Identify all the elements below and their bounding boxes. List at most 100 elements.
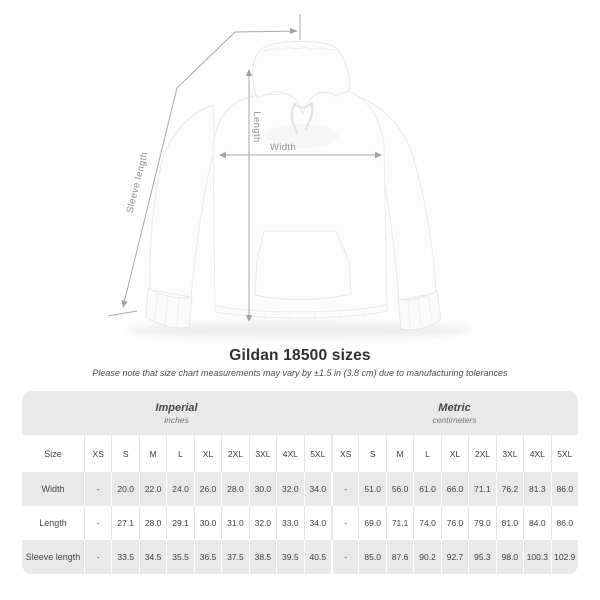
tolerance-note: Please note that size chart measurements… xyxy=(92,368,508,378)
metric-unit-label: centimeters xyxy=(432,414,477,425)
size-cell: 29.1 xyxy=(166,506,194,540)
arrow-right-icon xyxy=(290,28,298,34)
size-cell: 3XL xyxy=(248,435,277,472)
size-cell: 61.0 xyxy=(413,472,441,506)
size-cell: 69.0 xyxy=(358,506,386,540)
size-cell: 36.5 xyxy=(193,540,222,574)
right-sleeve xyxy=(350,93,437,301)
size-cell: 34.0 xyxy=(303,506,331,540)
size-cell: 102.9 xyxy=(550,540,578,574)
size-cell: 28.0 xyxy=(138,506,167,540)
kangaroo-pocket xyxy=(254,230,352,300)
size-cell: 22.0 xyxy=(138,472,167,506)
metric-label: Metric xyxy=(438,401,471,414)
size-cell: 79.0 xyxy=(468,506,496,540)
size-cell: 100.3 xyxy=(523,540,551,574)
size-col-header: Size xyxy=(22,435,84,472)
size-cell: 85.0 xyxy=(358,540,386,574)
size-cell: 38.5 xyxy=(248,540,277,574)
size-cell: 34.5 xyxy=(138,540,167,574)
size-cell: 31.0 xyxy=(221,506,249,540)
imperial-label: Imperial xyxy=(155,401,198,414)
unit-header-row: Imperial inches Metric centimeters xyxy=(22,391,578,435)
size-cell: 2XL xyxy=(221,435,249,472)
size-cell: XS xyxy=(84,435,112,472)
left-sleeve xyxy=(149,104,216,298)
size-cell: 74.0 xyxy=(413,506,441,540)
metric-header: Metric centimeters xyxy=(331,391,578,435)
left-cuff-ribbing xyxy=(153,291,180,328)
right-cuff-ribbing xyxy=(407,293,433,329)
arrow-left-icon xyxy=(219,151,226,159)
arrow-down-left-icon xyxy=(121,300,128,308)
size-cell: 34.0 xyxy=(303,472,331,506)
size-cell: 26.0 xyxy=(193,472,222,506)
product-photo: Width Length Sleeve length xyxy=(107,14,470,338)
size-cell: - xyxy=(331,472,359,506)
size-cell: 33.0 xyxy=(276,506,304,540)
row-label: Sleeve length xyxy=(22,540,84,574)
hem-seam xyxy=(215,304,387,313)
arrow-down-icon xyxy=(245,315,253,322)
size-cell: 90.2 xyxy=(413,540,441,574)
arrow-up-icon xyxy=(245,69,253,76)
drawstring-right xyxy=(305,101,314,128)
size-cell: 32.0 xyxy=(248,506,277,540)
length-label: Length xyxy=(251,111,262,142)
size-cell: XS xyxy=(331,435,359,472)
size-cell: 39.5 xyxy=(276,540,304,574)
size-cell: M xyxy=(138,435,167,472)
size-cell: 2XL xyxy=(468,435,496,472)
size-cell: 5XL xyxy=(303,435,331,472)
size-cell: XL xyxy=(440,435,469,472)
size-cell: 86.0 xyxy=(550,506,578,540)
size-cell: 95.3 xyxy=(468,540,496,574)
page-title: Gildan 18500 sizes xyxy=(229,347,371,364)
size-cell: 71.1 xyxy=(468,472,496,506)
imperial-unit-label: inches xyxy=(164,414,189,425)
chest-shading xyxy=(266,124,338,148)
size-cell: S xyxy=(111,435,139,472)
width-label: Width xyxy=(270,142,296,153)
title-block: Gildan 18500 sizes Please note that size… xyxy=(0,347,600,378)
hem-ribbing xyxy=(239,309,366,320)
size-cell: 3XL xyxy=(495,435,524,472)
hoodie-shadow xyxy=(126,322,470,338)
sleeve-length-label: Sleeve length xyxy=(125,151,151,215)
size-cell: - xyxy=(84,472,112,506)
cuff-reference-tick xyxy=(107,310,138,317)
size-cell: 71.1 xyxy=(385,506,414,540)
size-cell: L xyxy=(413,435,441,472)
dimension-arrowheads xyxy=(121,28,382,322)
size-cell: - xyxy=(331,506,359,540)
size-cell: 51.0 xyxy=(358,472,386,506)
row-label: Width xyxy=(22,472,84,506)
drawstring-aglet-left xyxy=(295,131,299,135)
size-table-body: Size XS S M L XL 2XL 3XL 4XL 5XL XS S M L XL 2XL 3XL 4XL 5… xyxy=(22,435,578,574)
size-cell: 66.0 xyxy=(440,472,469,506)
dimension-lines xyxy=(107,14,380,320)
imperial-header: Imperial inches xyxy=(22,391,331,435)
size-cell: XL xyxy=(193,435,222,472)
size-cell: 76.0 xyxy=(440,506,469,540)
size-cell: 4XL xyxy=(276,435,304,472)
size-cell: S xyxy=(358,435,386,472)
size-cell: - xyxy=(331,540,359,574)
size-cell: 30.0 xyxy=(193,506,222,540)
size-cell: 4XL xyxy=(523,435,551,472)
size-cell: 40.5 xyxy=(303,540,331,574)
arrow-right2-icon xyxy=(375,151,382,159)
size-cell: 24.0 xyxy=(166,472,194,506)
sleeve-length-line xyxy=(122,30,298,308)
size-cell: L xyxy=(166,435,194,472)
size-cell: 37.5 xyxy=(221,540,249,574)
size-cell: 30.0 xyxy=(248,472,277,506)
size-cell: 92.7 xyxy=(440,540,469,574)
size-cell: 98.0 xyxy=(495,540,524,574)
size-cell: 86.0 xyxy=(550,472,578,506)
hood-gathered-edge xyxy=(262,46,335,53)
size-cell: - xyxy=(84,506,112,540)
size-cell: 81.3 xyxy=(523,472,551,506)
size-cell: 32.0 xyxy=(276,472,304,506)
